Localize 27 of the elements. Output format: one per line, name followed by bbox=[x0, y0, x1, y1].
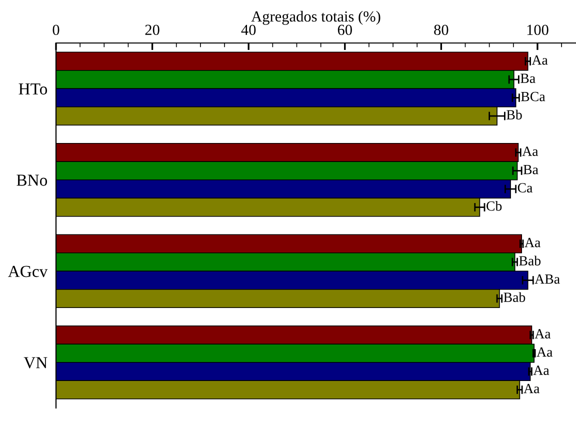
data-label: Aa bbox=[536, 347, 553, 357]
data-label: Aa bbox=[524, 238, 540, 248]
data-label: Cb bbox=[486, 200, 502, 211]
x-tick-label: 60 bbox=[338, 24, 352, 36]
data-label: ABa bbox=[534, 274, 560, 284]
x-tick-label: 100 bbox=[527, 24, 548, 36]
data-label: Bb bbox=[506, 110, 522, 120]
data-label: Aa bbox=[533, 366, 550, 375]
data-label: Aa bbox=[524, 384, 540, 394]
x-tick-label: 20 bbox=[145, 24, 160, 36]
x-axis-title: Agregados totais (%) bbox=[251, 10, 380, 25]
y-tick-label: AGcv bbox=[8, 266, 48, 278]
y-tick-label: VN bbox=[24, 357, 48, 368]
data-label: BCa bbox=[521, 92, 546, 102]
x-tick-label: 0 bbox=[52, 24, 60, 36]
data-label: Aa bbox=[522, 146, 538, 156]
y-tick-label: BNo bbox=[16, 174, 48, 186]
data-label: Aa bbox=[534, 329, 551, 338]
data-label: Aa bbox=[532, 55, 548, 65]
y-tick-label: HTo bbox=[18, 83, 48, 95]
data-label: Ba bbox=[520, 74, 536, 83]
data-label: Bab bbox=[504, 292, 526, 302]
x-tick-label: 80 bbox=[434, 24, 448, 36]
data-label: Bab bbox=[519, 256, 541, 266]
data-label: Ba bbox=[523, 164, 538, 174]
x-tick-label: 40 bbox=[241, 24, 256, 36]
data-label: Ca bbox=[518, 183, 532, 192]
